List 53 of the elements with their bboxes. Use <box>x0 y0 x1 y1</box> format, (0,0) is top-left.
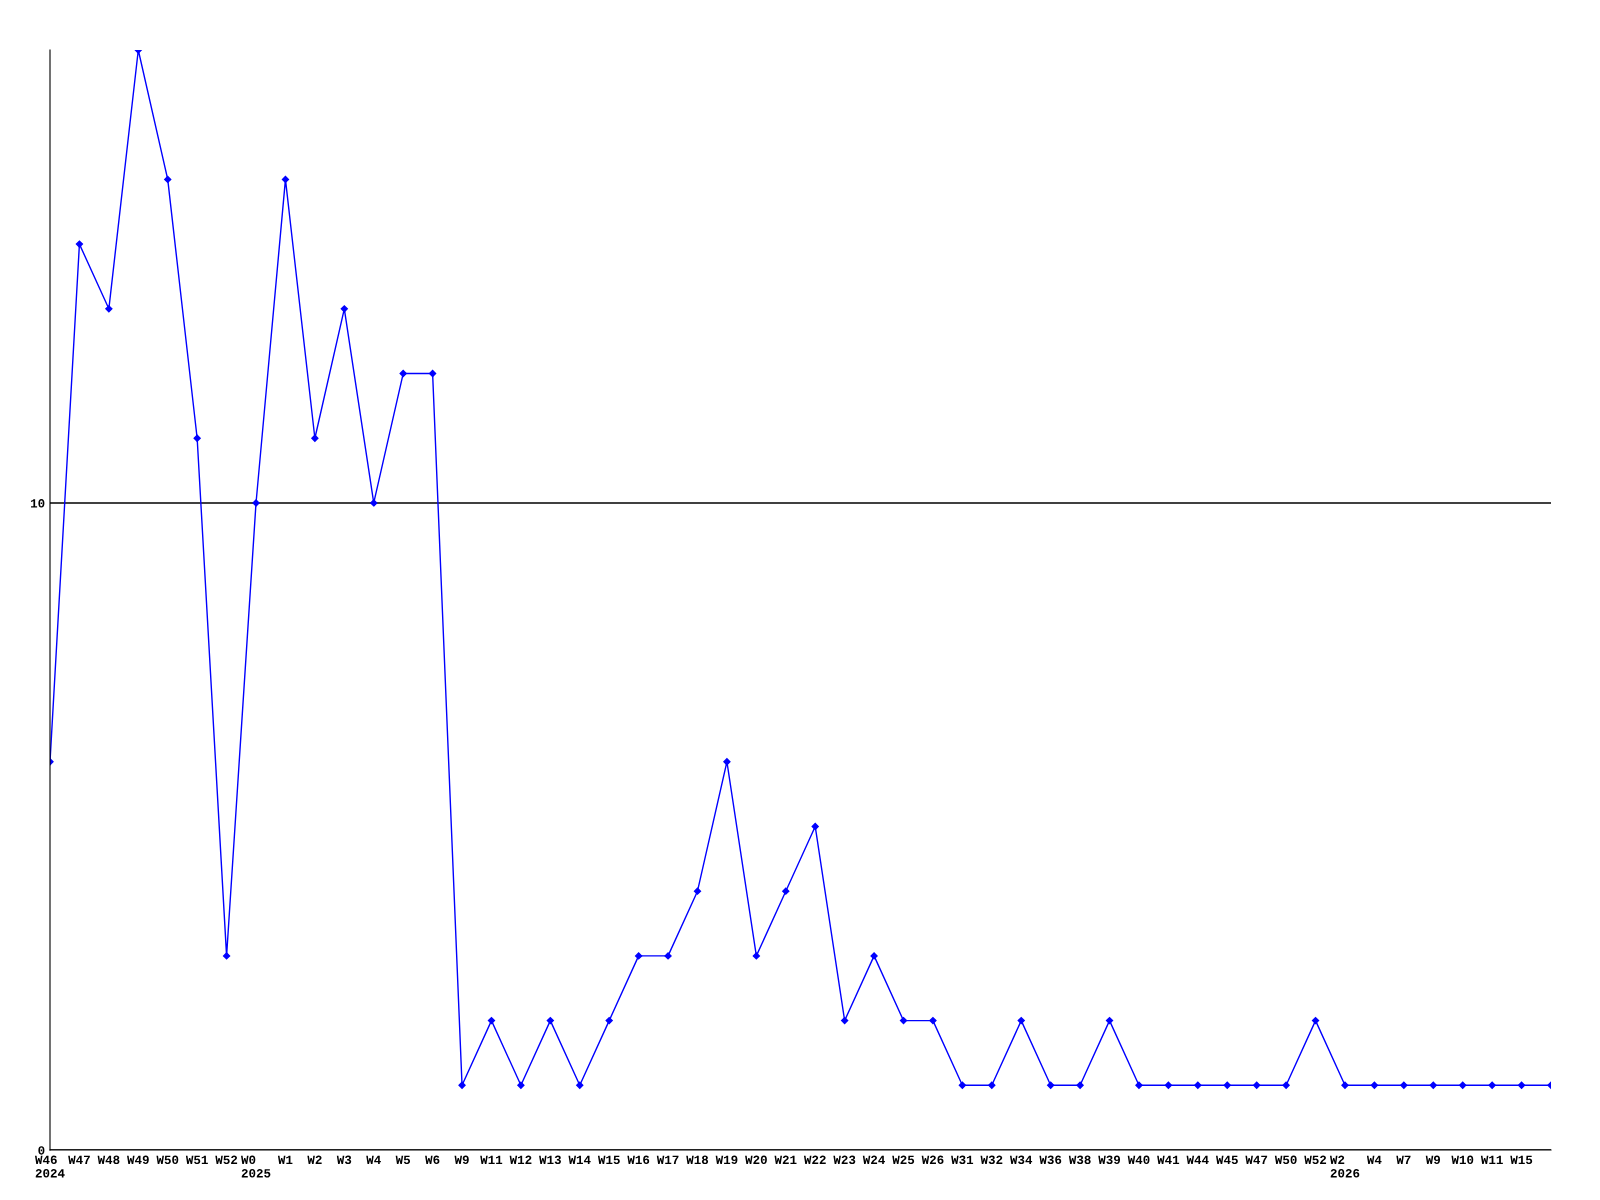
x-tick-label: W18 <box>686 1155 709 1165</box>
x-tick-label: W15 <box>597 1155 620 1165</box>
x-tick-label: W52 <box>1304 1155 1327 1165</box>
x-tick-label: W49 <box>127 1155 149 1165</box>
x-tick-label: W41 <box>1157 1155 1180 1164</box>
x-tick-label: W19 <box>715 1155 738 1165</box>
x-tick-label: W13 <box>539 1155 561 1165</box>
x-tick-label: W16 <box>627 1155 650 1165</box>
x-tick-label: W14 <box>568 1155 591 1164</box>
x-tick-label: W47 <box>1245 1155 1268 1164</box>
x-tick-label: W50 <box>156 1155 179 1165</box>
x-tick-label: W5 <box>395 1155 411 1165</box>
x-tick-label: W50 <box>1274 1155 1297 1165</box>
x-tick-label: W6 <box>425 1155 440 1165</box>
x-tick-label: W2 <box>307 1155 322 1164</box>
x-tick-label: W20 <box>745 1155 767 1165</box>
x-tick-label: W21 <box>774 1155 797 1164</box>
x-tick-label: W36 <box>1039 1155 1062 1165</box>
x-tick-label: W11 <box>1480 1155 1503 1164</box>
x-tick-label: W0 2025 <box>241 1155 271 1178</box>
x-tick-label: W4 <box>1366 1155 1382 1164</box>
x-tick-label: W32 <box>980 1155 1003 1165</box>
x-tick-label: W1 <box>277 1155 293 1164</box>
x-tick-label: W22 <box>803 1155 826 1164</box>
x-tick-label: W46 2024 <box>35 1155 65 1178</box>
x-tick-label: W3 <box>336 1155 352 1165</box>
x-tick-label: W24 <box>862 1155 885 1164</box>
x-tick-label: W48 <box>97 1155 120 1165</box>
x-tick-label: W39 <box>1098 1155 1121 1165</box>
x-tick-label: W9 <box>454 1155 469 1165</box>
x-tick-label: W40 <box>1127 1155 1150 1165</box>
x-tick-label: W11 <box>480 1155 503 1164</box>
x-tick-label: W9 <box>1425 1155 1441 1165</box>
x-tick-label: W52 <box>215 1155 238 1165</box>
x-tick-label: W12 <box>509 1155 532 1164</box>
y-tick-label: 0 <box>38 1146 45 1155</box>
x-tick-label: W23 <box>833 1155 856 1165</box>
x-tick-label: W26 <box>921 1155 944 1165</box>
x-tick-label: W17 <box>656 1155 679 1164</box>
x-tick-label: W4 <box>366 1155 381 1164</box>
x-tick-label: W34 <box>1009 1155 1033 1165</box>
x-tick-label: W44 <box>1186 1155 1209 1164</box>
x-tick-label: W45 <box>1216 1155 1238 1165</box>
x-tick-label: W15 <box>1510 1155 1533 1165</box>
x-tick-label: W7 <box>1396 1155 1411 1164</box>
x-tick-label: W2 2026 <box>1329 1155 1360 1178</box>
x-tick-label: W31 <box>951 1155 974 1165</box>
x-tick-label: W25 <box>892 1155 915 1165</box>
y-tick-label: 10 <box>30 499 45 508</box>
x-tick-label: W51 <box>185 1155 208 1165</box>
x-tick-label: W10 <box>1451 1155 1474 1165</box>
x-tick-label: W38 <box>1068 1155 1091 1165</box>
x-tick-label: W47 <box>68 1155 90 1164</box>
